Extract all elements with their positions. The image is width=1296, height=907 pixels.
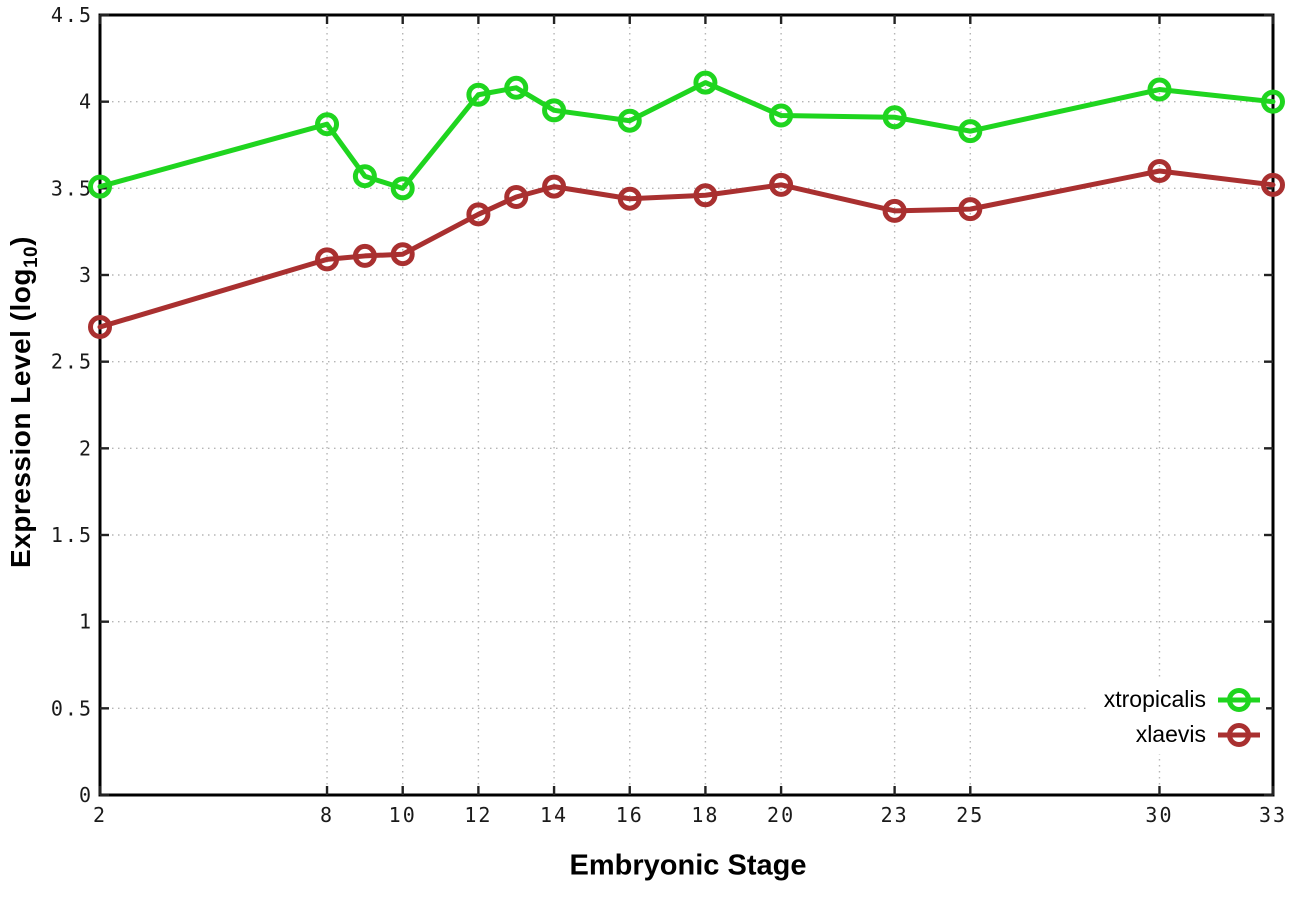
data-point-xtropicalis-stage-2 [88, 174, 112, 199]
data-point-xtropicalis-stage-12 [466, 82, 491, 107]
data-point-xlaevis-stage-30 [1147, 159, 1172, 183]
data-point-xlaevis-stage-23 [882, 198, 907, 223]
data-point-xlaevis-stage-18 [693, 183, 718, 208]
data-point-xtropicalis-stage-30 [1147, 77, 1172, 102]
data-point-xlaevis-stage-25 [958, 197, 983, 222]
data-point-xtropicalis-stage-9 [352, 164, 377, 189]
y-tick-label: 3.5 [51, 176, 93, 200]
data-point-xtropicalis-stage-20 [769, 103, 794, 128]
data-point-xtropicalis-stage-8 [315, 112, 340, 137]
y-tick-label: 2.5 [51, 350, 93, 374]
legend-ring [1227, 687, 1251, 712]
data-point-xlaevis-stage-9 [352, 243, 377, 268]
data-point-xlaevis-stage-33 [1261, 172, 1285, 197]
series-line-xtropicalis [97, 80, 1276, 191]
y-tick-label: 0 [79, 783, 93, 807]
data-point-xlaevis-stage-13 [504, 185, 529, 209]
data-point-xlaevis-stage-14 [542, 174, 567, 199]
data-point-xtropicalis-stage-18 [693, 70, 718, 95]
x-tick-label: 20 [767, 803, 795, 827]
data-point-xlaevis-stage-8 [315, 247, 340, 272]
y-tick-label: 4.5 [51, 3, 93, 27]
data-point-xlaevis-stage-16 [617, 186, 642, 211]
y-tick-label: 1.5 [51, 523, 93, 547]
legend: xtropicalis xlaevis [1089, 680, 1266, 754]
x-tick-label: 16 [616, 803, 644, 827]
x-tick-label: 30 [1145, 803, 1173, 827]
data-point-xtropicalis-stage-25 [958, 119, 983, 144]
x-tick-label: 33 [1259, 803, 1287, 827]
y-tick-label: 3 [79, 263, 93, 287]
data-point-xtropicalis-stage-16 [617, 108, 642, 133]
legend-ring [1227, 722, 1251, 747]
y-tick-label: 2 [79, 436, 93, 460]
x-tick-label: 18 [691, 803, 719, 827]
data-point-xlaevis-stage-20 [769, 172, 794, 197]
legend-label-xlaevis: xlaevis [1135, 721, 1206, 747]
data-point-xtropicalis-stage-13 [504, 75, 529, 100]
legend-marker-circle-icon [1218, 687, 1260, 713]
x-tick-label: 10 [389, 803, 417, 827]
y-axis-title-suffix: ) [5, 236, 37, 246]
x-tick-label: 25 [956, 803, 984, 827]
data-point-xlaevis-stage-10 [390, 242, 415, 267]
legend-item-xtropicalis: xtropicalis [1104, 682, 1260, 717]
legend-item-xlaevis: xlaevis [1104, 717, 1260, 752]
y-axis-title: Expression Level (log10) [5, 236, 43, 568]
y-axis-title-text: Expression Level (log [5, 268, 37, 568]
legend-label-xtropicalis: xtropicalis [1103, 686, 1206, 712]
legend-marker-circle-icon [1218, 722, 1260, 748]
y-tick-label: 0.5 [51, 696, 93, 720]
x-tick-label: 8 [320, 803, 334, 827]
data-point-xtropicalis-stage-10 [390, 176, 415, 201]
data-point-xtropicalis-stage-14 [542, 98, 567, 123]
x-tick-label: 2 [93, 803, 107, 827]
plot-border [98, 13, 1275, 797]
y-tick-label: 1 [79, 610, 93, 634]
x-tick-label: 12 [464, 803, 492, 827]
data-point-xtropicalis-stage-23 [882, 105, 907, 130]
data-point-xlaevis-stage-2 [88, 315, 112, 339]
data-point-xtropicalis-stage-33 [1261, 89, 1285, 114]
x-tick-label: 23 [881, 803, 909, 827]
x-tick-label: 14 [540, 803, 568, 827]
y-axis-title-subscript: 10 [20, 245, 42, 269]
data-point-xlaevis-stage-12 [466, 202, 491, 227]
series-line-xlaevis [97, 168, 1276, 330]
x-axis-title: Embryonic Stage [569, 849, 807, 882]
y-tick-label: 4 [79, 90, 93, 114]
